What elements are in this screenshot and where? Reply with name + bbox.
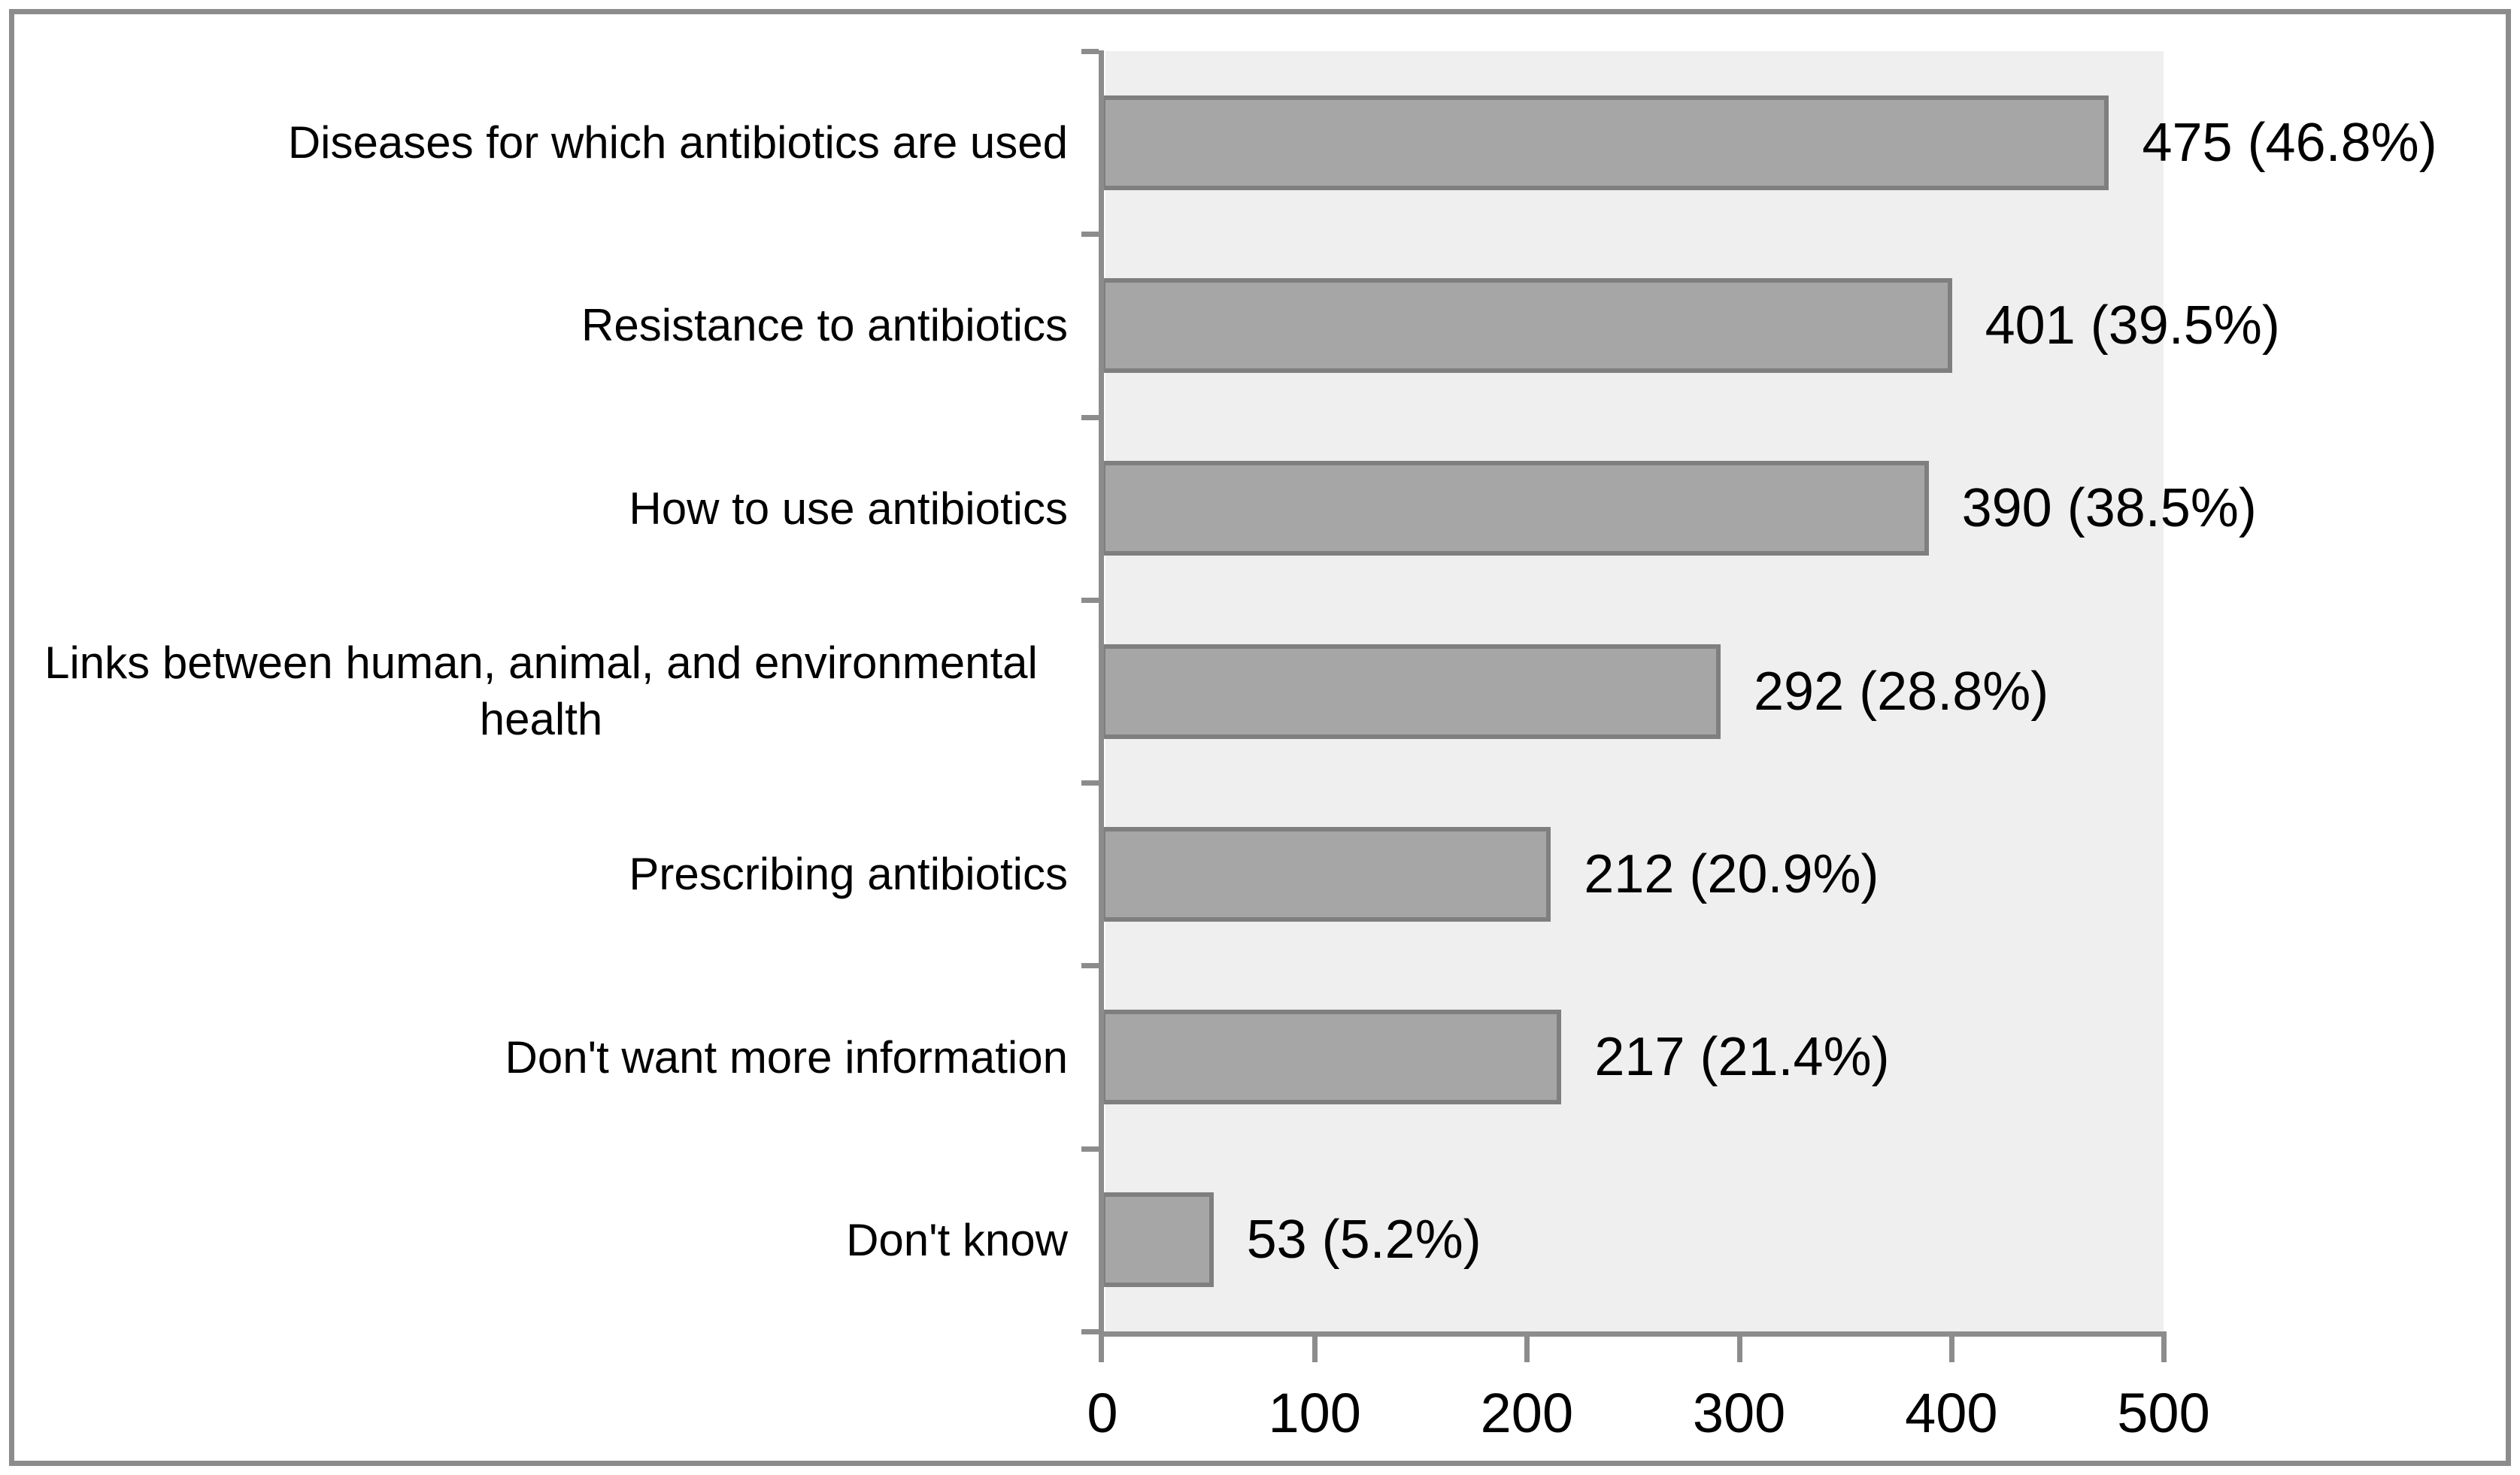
y-axis-tick xyxy=(1081,963,1099,969)
x-axis-tick xyxy=(1736,1331,1742,1362)
bar xyxy=(1101,826,1551,922)
x-axis-tick xyxy=(1312,1331,1318,1362)
data-label: 53 (5.2%) xyxy=(1246,1210,1481,1271)
y-axis-line xyxy=(1099,50,1104,1362)
y-axis-tick xyxy=(1081,49,1099,54)
category-label: Prescribing antibiotics xyxy=(629,849,1068,900)
bar xyxy=(1101,644,1721,739)
category-label: Links between human, animal, and environ… xyxy=(44,638,1038,745)
category-label: How to use antibiotics xyxy=(629,483,1068,534)
bar xyxy=(1101,1192,1214,1288)
y-axis-tick xyxy=(1081,414,1099,420)
x-axis-tick xyxy=(2161,1331,2167,1362)
category-label: Diseases for which antibiotics are used xyxy=(287,117,1068,168)
x-tick-label: 300 xyxy=(1692,1382,1786,1444)
data-label: 390 (38.5%) xyxy=(1961,478,2257,539)
data-label: 212 (20.9%) xyxy=(1584,844,1879,904)
x-tick-label: 100 xyxy=(1268,1382,1361,1444)
chart-figure-border: Diseases for which antibiotics are used 4… xyxy=(9,9,2511,1466)
data-label: 475 (46.8%) xyxy=(2142,112,2437,173)
category-label: Resistance to antibiotics xyxy=(581,300,1068,351)
y-axis-tick xyxy=(1081,1329,1099,1334)
x-axis-tick xyxy=(1948,1331,1954,1362)
y-axis-tick xyxy=(1081,232,1099,238)
x-tick-label: 500 xyxy=(2117,1382,2210,1444)
x-tick-label: 200 xyxy=(1480,1382,1574,1444)
data-label: 401 (39.5%) xyxy=(1985,295,2280,356)
x-tick-label: 400 xyxy=(1905,1382,1998,1444)
bar xyxy=(1101,95,2109,190)
category-label: Don't know xyxy=(846,1214,1068,1265)
data-label: 217 (21.4%) xyxy=(1594,1027,1890,1088)
category-label: Don't want more information xyxy=(505,1031,1068,1083)
bar xyxy=(1101,1010,1562,1105)
x-tick-label: 0 xyxy=(1087,1382,1118,1444)
y-axis-tick xyxy=(1081,597,1099,603)
bar xyxy=(1101,277,1952,373)
x-axis-line xyxy=(1099,1331,2164,1337)
y-axis-tick xyxy=(1081,780,1099,786)
data-label: 292 (28.8%) xyxy=(1754,661,2049,722)
y-axis-tick xyxy=(1081,1146,1099,1152)
bar xyxy=(1101,461,1929,556)
x-axis-tick xyxy=(1524,1331,1530,1362)
